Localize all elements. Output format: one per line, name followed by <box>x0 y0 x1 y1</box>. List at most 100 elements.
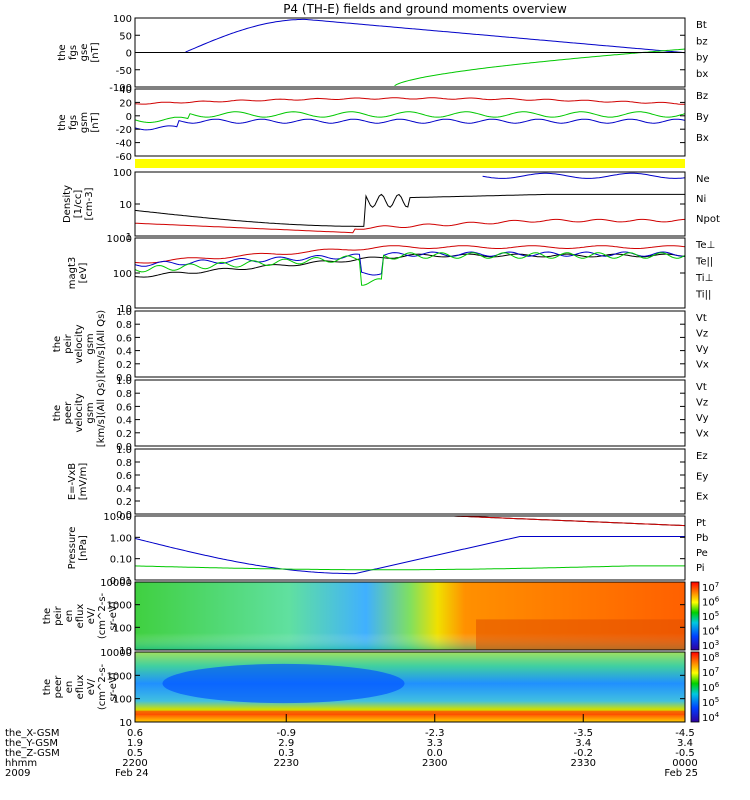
ytick-label: 1.0 <box>116 445 132 456</box>
trace-fgs_gsm-2 <box>134 118 686 131</box>
ylabel-fgs_gsm: thefgsgsm[nT] <box>57 112 101 133</box>
legend-Ne: Ne <box>696 174 710 185</box>
trace-temperature-3 <box>134 252 686 286</box>
xaxis-row-label: hhmm <box>5 758 37 769</box>
ytick-label: 1000 <box>107 234 132 245</box>
ytick-label: 0.2 <box>116 360 132 371</box>
colorbar-peir_eflux <box>690 581 700 651</box>
ytick-label: -40 <box>116 139 132 150</box>
xaxis-value: -0.2 <box>573 748 593 759</box>
ytick-label: 10000 <box>100 578 132 589</box>
ytick-label: 1 <box>126 232 132 243</box>
trace-fgs_gsm-0 <box>134 97 685 105</box>
panels: 100 50 0 -50 -100 thefgsgse[nT] Bt bz by bx 40 20 0 -… <box>42 14 720 729</box>
legend-Ex: Ex <box>696 492 708 503</box>
ytick-label: 10 <box>119 646 132 657</box>
ytick-label: 0 <box>126 112 132 123</box>
xaxis-value: 0.3 <box>278 748 294 759</box>
legend-Bx: Bx <box>696 133 709 144</box>
legend-Ti⊥: Ti⊥ <box>695 273 713 284</box>
ytick-label: 50 <box>119 31 132 42</box>
legend-Bz: Bz <box>696 91 708 102</box>
xaxis-value: -2.3 <box>425 728 445 739</box>
ytick-label: 10 <box>119 304 132 315</box>
legend-Te||: Te|| <box>695 257 713 268</box>
panel-peer_velocity: 1.0 0.8 0.6 0.4 0.2 0.0 thepeervelocitygsm[km/… <box>52 376 709 453</box>
ytick-label: 40 <box>119 85 132 96</box>
ytick-label: 100 <box>113 623 132 634</box>
peir-hot-band <box>476 619 685 650</box>
ylabel-peer_velocity: thepeervelocitygsm[km/s](All Qs) <box>52 379 107 447</box>
trace-density-1 <box>134 218 686 234</box>
colorbar-peer_eflux <box>690 651 700 723</box>
xaxis-value: 2230 <box>274 758 299 769</box>
xaxis-value: -3.5 <box>573 728 593 739</box>
figure-title: P4 (TH-E) fields and ground moments over… <box>283 2 567 16</box>
ytick-label: 10.00 <box>103 512 132 523</box>
colorbar-label: 107 <box>702 666 719 679</box>
frame-temperature <box>134 237 686 309</box>
xaxis-value: 3.4 <box>575 738 591 749</box>
ytick-label: 0.0 <box>116 442 132 453</box>
colorbar-label: 105 <box>702 610 719 623</box>
ytick-label: -50 <box>116 66 132 77</box>
panel-fgs_gsm: 40 20 0 -20 -40 -60 thefgsgsm[nT] Bz By Bx <box>57 85 709 163</box>
legend-by: by <box>696 53 708 64</box>
colorbar-label: 107 <box>702 581 719 594</box>
ytick-label: 0.4 <box>116 484 132 495</box>
panel-peer_eflux: 108 107 106 105 104 10000 1000 100 10thepeerenef… <box>42 648 720 729</box>
xaxis-value: 0000 <box>672 758 697 769</box>
ytick-label: 0.4 <box>116 347 132 358</box>
trace-fgs_gsm-1 <box>134 111 686 123</box>
ytick-label: 1000 <box>107 671 132 682</box>
trace-temperature-0 <box>134 245 686 264</box>
ylabel-density: Density[1/cc][cm-3] <box>62 185 95 223</box>
legend-By: By <box>696 112 709 123</box>
colorbar-label: 106 <box>702 681 720 694</box>
ytick-label: 0.8 <box>116 320 132 331</box>
colorbar-label: 106 <box>702 596 720 609</box>
panel-temperature: 1000 100 10 magt3[eV] Te⊥ Te|| Ti⊥ Ti|| <box>67 234 715 315</box>
ylabel-e_field: E=-VxB[mV/m] <box>67 463 89 501</box>
trace-density-0 <box>134 193 685 227</box>
ytick-label: 0.10 <box>110 555 132 566</box>
legend-Vz: Vz <box>696 398 708 409</box>
xaxis-value: 0.6 <box>127 728 143 739</box>
ytick-label: 0.4 <box>116 416 132 427</box>
ytick-label: -20 <box>116 125 132 136</box>
trace-fgs_gse-0 <box>185 18 686 54</box>
xaxis-row-label: the_Z-GSM <box>5 748 60 759</box>
xaxis-value: 2330 <box>571 758 596 769</box>
trace-fgs_gse-1 <box>394 48 686 87</box>
legend-Pe: Pe <box>696 548 708 559</box>
ytick-label: 0 <box>126 49 132 60</box>
ytick-label: 0.8 <box>116 389 132 400</box>
trace-temperature-2 <box>134 251 686 276</box>
ytick-label: 20 <box>119 98 132 109</box>
xaxis-value: 2200 <box>122 758 147 769</box>
ytick-label: 10 <box>119 718 132 729</box>
ylabel-peer_eflux: thepeerenefluxeV/(cm^2-s-sr-eV) <box>42 663 119 710</box>
ytick-label: -60 <box>116 152 132 163</box>
xaxis-value: 2.9 <box>278 738 294 749</box>
xaxis-value: 3.4 <box>677 738 693 749</box>
legend-Ti||: Ti|| <box>695 290 711 301</box>
panel-density: 100 10 1 Density[1/cc][cm-3] Ne Ni Npot <box>62 168 720 243</box>
xaxis-value: 0.5 <box>127 748 143 759</box>
panel-e_field: 1.0 0.8 0.6 0.4 0.2 0.0 E=-VxB[mV/m] Ez Ey Ex <box>67 445 708 521</box>
xaxis-value: -0.5 <box>675 748 695 759</box>
trace-pressure-1 <box>134 565 685 571</box>
ylabel-pressure: Pressure[nPa] <box>67 527 89 570</box>
legend-Vz: Vz <box>696 329 708 340</box>
legend-Ni: Ni <box>696 194 706 205</box>
ytick-label: 100 <box>113 695 132 706</box>
legend-bx: bx <box>696 69 708 80</box>
xaxis-value: -4.5 <box>675 728 695 739</box>
legend-Ey: Ey <box>696 471 708 482</box>
legend-Vt: Vt <box>696 382 707 393</box>
trace-pressure-0 <box>134 536 685 575</box>
frame-e_field <box>134 448 686 515</box>
colorbar-label: 104 <box>702 711 720 724</box>
